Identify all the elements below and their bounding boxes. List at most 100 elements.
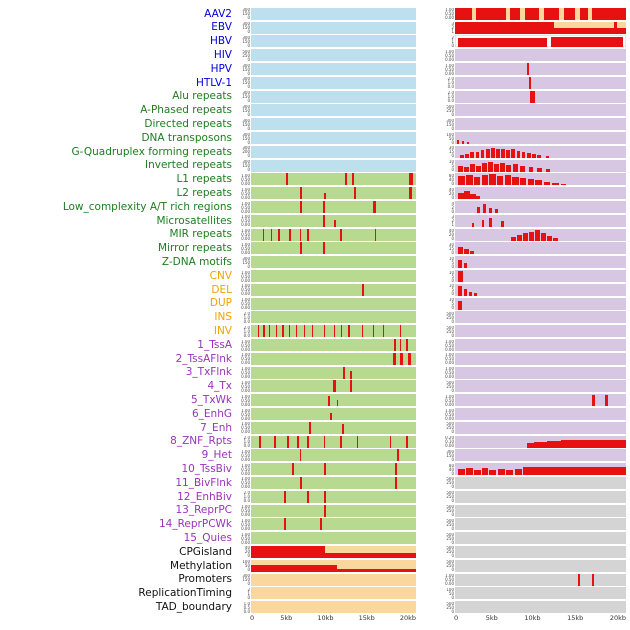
y-axis-ticks-left: 1.00 0.50 0.00 <box>235 353 251 364</box>
y-tick-label: 0.50 <box>445 342 454 348</box>
x-tick-label: 10kb <box>317 614 334 623</box>
y-tick-label: 1 <box>247 590 250 596</box>
y-axis-ticks-left: 100 50 0 <box>235 560 251 571</box>
track-row: 13_ReprPC 1.00 0.50 0.00 500 250 0 <box>0 504 630 518</box>
y-tick-label: 0 <box>247 139 250 144</box>
track-panel-right <box>455 587 626 600</box>
track-panel-right <box>455 76 626 89</box>
y-tick-label: 0 <box>247 553 250 558</box>
y-tick-label: 0.50 <box>241 535 250 541</box>
track-label: 1_TssA <box>197 338 232 351</box>
y-tick-label: 2 <box>451 204 454 210</box>
y-axis-ticks-left: 1.0 0.5 0.0 <box>235 602 251 613</box>
signal-bar <box>263 325 265 338</box>
y-tick-label: 0.50 <box>241 273 250 279</box>
y-tick-label: 0 <box>451 456 454 461</box>
track-label: Methylation <box>170 559 232 572</box>
y-axis-ticks-left: 1.00 0.50 0.00 <box>235 464 251 475</box>
track-panel-right <box>455 339 626 352</box>
signal-bar <box>458 165 464 172</box>
track-panel-left <box>251 201 416 214</box>
y-tick-label: 0 <box>247 125 250 130</box>
signal-bar <box>299 228 302 241</box>
signal-bar <box>483 204 486 214</box>
y-axis-ticks-right: 1.00 0.50 0.00 <box>439 409 455 420</box>
y-tick-label: 0.00 <box>445 360 454 365</box>
y-axis-ticks-right: 300 150 0 <box>439 450 455 461</box>
y-tick-label: 0 <box>451 387 454 392</box>
y-tick-label: 0.00 <box>241 525 250 530</box>
signal-bar <box>399 339 402 352</box>
track-panel-left <box>251 408 416 420</box>
signal-bar <box>543 7 560 20</box>
y-axis-ticks-left: 1.00 0.50 0.00 <box>235 202 251 213</box>
signal-bar <box>466 142 470 145</box>
y-tick-label: 0 <box>247 111 250 116</box>
track-panel-left <box>251 187 416 200</box>
y-tick-label: 0 <box>451 111 454 116</box>
y-tick-label: 40 <box>448 229 454 234</box>
y-tick-label: 0.50 <box>241 397 250 403</box>
track-panel-left <box>251 311 416 324</box>
y-tick-label: 1.0 <box>243 439 250 445</box>
signal-bar <box>455 7 473 20</box>
y-axis-ticks-left: 300 150 0 <box>235 64 251 75</box>
signal-bar <box>262 228 265 241</box>
y-tick-label: 0 <box>247 29 250 34</box>
y-tick-label: 0 <box>247 153 250 158</box>
y-tick-label: 0.00 <box>445 346 454 351</box>
signal-bar <box>485 149 490 158</box>
y-tick-label: 1.00 <box>241 367 250 372</box>
y-axis-ticks-right: 500 250 0 <box>439 326 455 337</box>
track-label: 6_EnhG <box>191 407 232 420</box>
signal-bar <box>394 476 397 489</box>
y-tick-label: 1.00 <box>241 394 250 399</box>
signal-bar <box>526 153 531 158</box>
y-tick-label: 0 <box>451 332 454 337</box>
signal-bar <box>537 168 542 172</box>
signal-bar <box>494 164 500 172</box>
track-row: 5_TxWk 1.00 0.50 0.00 1.00 0.50 0.00 <box>0 393 630 407</box>
signal-bar <box>512 177 519 186</box>
track-panel-left <box>251 504 416 517</box>
y-tick-label: 2.0 <box>243 491 250 496</box>
y-tick-label: 500 <box>242 49 250 54</box>
signal-bar <box>473 177 481 186</box>
y-axis-ticks-right: 0.20 0.10 0.00 <box>439 436 455 447</box>
y-tick-label: 250 <box>446 480 454 486</box>
y-tick-label: 0.00 <box>445 15 454 20</box>
track-panel-left <box>251 421 416 434</box>
signal-bar <box>463 289 467 296</box>
y-tick-label: 0.50 <box>445 356 454 362</box>
track-panel-right <box>455 297 626 310</box>
y-tick-label: 5 <box>451 259 454 265</box>
y-tick-label: 40 <box>448 466 454 472</box>
y-tick-label: 0.5 <box>243 604 250 610</box>
y-axis-ticks-left: 300 150 0 <box>235 77 251 88</box>
track-panel-left <box>251 325 416 338</box>
signal-bar <box>307 228 309 241</box>
signal-bar <box>323 490 326 503</box>
signal-bar <box>511 149 516 158</box>
y-tick-label: 2 <box>451 218 454 224</box>
signal-bar <box>472 223 475 227</box>
y-axis-ticks-right: 40 20 0 <box>439 188 455 199</box>
y-tick-label: 500 <box>446 477 454 482</box>
track-label: L1 repeats <box>176 173 232 186</box>
signal-bar <box>303 325 306 338</box>
signal-bar <box>525 7 539 20</box>
track-panel-right <box>455 476 626 489</box>
signal-bar <box>332 380 336 393</box>
y-tick-label: 1.0 <box>243 328 250 334</box>
track-row: Low_complexity A/T rich regions 1.00 0.50… <box>0 200 630 214</box>
signal-bar <box>350 371 352 379</box>
track-panel-left <box>251 476 416 489</box>
y-tick-label: 250 <box>446 521 454 527</box>
track-panel-right <box>455 90 626 103</box>
track-panel-left <box>251 118 416 131</box>
signal-bar <box>470 194 476 200</box>
signal-bar <box>259 435 261 448</box>
y-axis-ticks-left: 2.0 1.0 0.0 <box>235 312 251 323</box>
